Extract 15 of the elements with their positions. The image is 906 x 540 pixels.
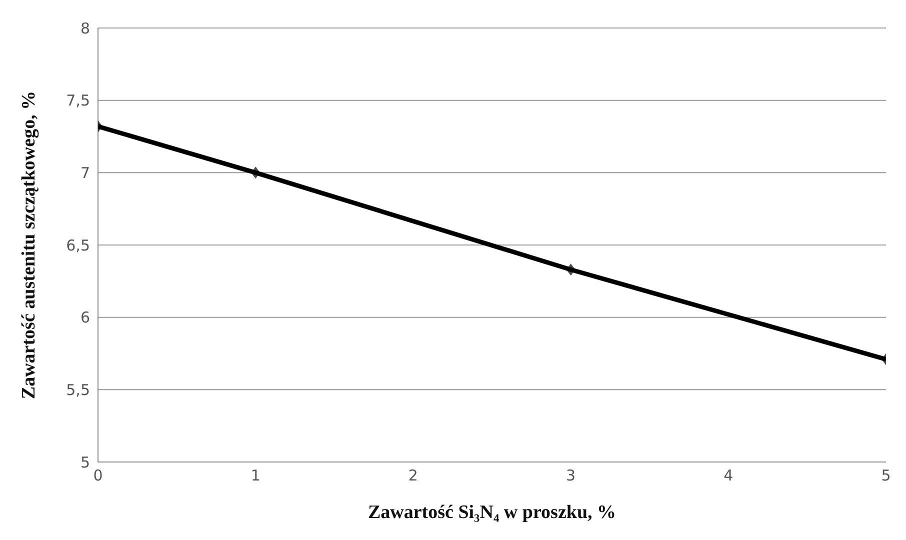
x-tick-label: 2: [408, 466, 418, 485]
x-tick-label: 3: [566, 466, 576, 485]
y-tick-label: 7: [80, 164, 90, 182]
y-tick-label: 8: [80, 19, 90, 38]
y-tick-label: 5,5: [66, 380, 90, 399]
y-axis-title: Zawartość austenitu szczątkowego, %: [18, 90, 40, 400]
x-tick-label: 4: [724, 466, 734, 485]
x-tick-label: 1: [250, 466, 260, 485]
x-tick-label: 5: [881, 466, 891, 485]
y-tick-label: 5: [80, 453, 90, 472]
y-tick-label: 6: [80, 308, 90, 327]
y-tick-label: 7,5: [66, 92, 90, 110]
x-axis-title: Zawartość Si₃N₄ w proszku, %: [368, 502, 616, 523]
x-tick-label: 0: [93, 466, 103, 485]
y-tick-label: 6,5: [66, 236, 90, 254]
